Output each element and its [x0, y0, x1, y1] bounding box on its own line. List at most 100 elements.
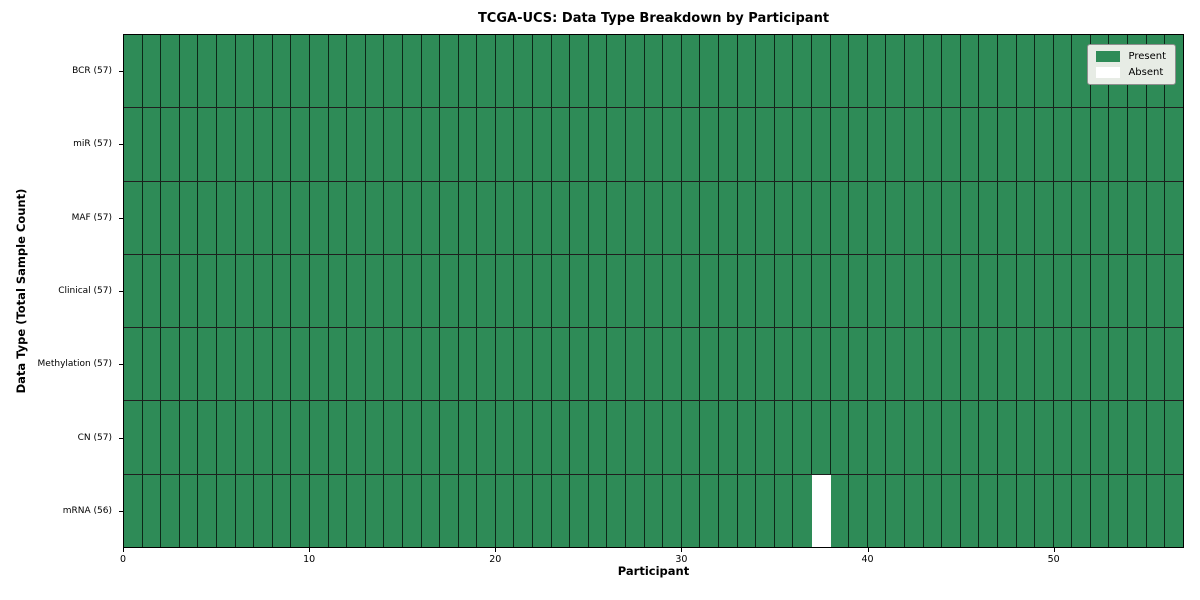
x-axis-ticks: 0 10 20 30 40 50: [120, 548, 1184, 574]
heatmap-cell: [793, 474, 812, 547]
heatmap-cell: [588, 474, 608, 547]
heatmap-row-Methylation: [124, 328, 1183, 402]
heatmap-cell: [1165, 474, 1183, 547]
heatmap-cell: [997, 328, 1017, 401]
heatmap-cell: [365, 108, 385, 181]
heatmap-cell: [216, 108, 236, 181]
heatmap-cell: [533, 401, 552, 474]
heatmap-cell: [570, 254, 589, 328]
heatmap-cell: [495, 181, 515, 254]
heatmap-cell: [458, 328, 478, 401]
heatmap-cell: [272, 328, 292, 401]
heatmap-cell: [142, 181, 162, 254]
heatmap-cell: [124, 474, 143, 547]
heatmap-cell: [514, 181, 534, 254]
heatmap-cell: [793, 401, 812, 474]
heatmap-cell: [402, 401, 422, 474]
heatmap-cell: [1053, 401, 1073, 474]
heatmap-cell: [849, 254, 868, 328]
heatmap-cell: [254, 474, 273, 547]
heatmap-cell: [700, 328, 719, 401]
y-tick-label: Clinical (57): [58, 286, 112, 296]
heatmap-cell: [681, 254, 701, 328]
heatmap-cell: [793, 181, 812, 254]
heatmap-cell: [1016, 401, 1036, 474]
heatmap-cell: [830, 108, 850, 181]
heatmap-cell: [737, 474, 757, 547]
heatmap-cell: [681, 328, 701, 401]
x-tick-label: 10: [303, 554, 316, 565]
heatmap-cell: [551, 108, 571, 181]
heatmap-cell: [216, 35, 236, 108]
heatmap-cell: [942, 328, 961, 401]
heatmap-cell: [960, 254, 980, 328]
y-tick-mark: [119, 70, 123, 72]
plot-area: Present Absent: [123, 34, 1184, 548]
heatmap-cell: [477, 35, 496, 108]
heatmap-cell: [923, 401, 943, 474]
heatmap-cell: [626, 35, 645, 108]
heatmap-cell: [142, 474, 162, 547]
heatmap-cell: [1146, 108, 1166, 181]
heatmap-cell: [904, 35, 924, 108]
heatmap-cell: [272, 254, 292, 328]
heatmap-cell: [1146, 474, 1166, 547]
heatmap-cell: [161, 108, 180, 181]
heatmap-cell: [1053, 108, 1073, 181]
heatmap-cell: [495, 328, 515, 401]
heatmap-cell: [533, 181, 552, 254]
heatmap-cell: [440, 474, 459, 547]
heatmap-cell: [1090, 474, 1110, 547]
heatmap-cell: [254, 108, 273, 181]
heatmap-cell: [570, 35, 589, 108]
heatmap-cell: [384, 328, 403, 401]
heatmap-cell: [960, 108, 980, 181]
heatmap-cell: [514, 474, 534, 547]
heatmap-cell: [1053, 474, 1073, 547]
heatmap-cell: [886, 254, 905, 328]
heatmap-cell: [663, 474, 682, 547]
heatmap-cell: [979, 328, 998, 401]
heatmap-cell: [644, 254, 664, 328]
x-tick-label: 20: [489, 554, 502, 565]
heatmap-cell: [1109, 474, 1129, 547]
heatmap-cell: [644, 181, 664, 254]
heatmap-cell: [719, 328, 738, 401]
heatmap-cell: [142, 254, 162, 328]
heatmap-cell: [291, 474, 310, 547]
heatmap-cell: [1016, 328, 1036, 401]
heatmap-cell: [347, 108, 366, 181]
heatmap-cell: [235, 35, 255, 108]
heatmap-cell: [421, 401, 441, 474]
heatmap-cell: [1072, 108, 1091, 181]
x-tick-mark: [123, 548, 124, 552]
heatmap-cell: [124, 35, 143, 108]
heatmap-cell: [216, 181, 236, 254]
heatmap-cell: [551, 328, 571, 401]
heatmap-cell: [793, 108, 812, 181]
heatmap-cell: [384, 35, 403, 108]
heatmap-cell: [514, 35, 534, 108]
y-tick-mark: [119, 144, 123, 146]
heatmap-cell: [1128, 181, 1147, 254]
heatmap-cell: [867, 108, 887, 181]
heatmap-cell: [626, 108, 645, 181]
heatmap-cell: [942, 108, 961, 181]
heatmap-cell: [124, 181, 143, 254]
heatmap-cell: [384, 474, 403, 547]
heatmap-cell: [830, 328, 850, 401]
heatmap-cell: [793, 35, 812, 108]
heatmap-cell-absent: [811, 474, 831, 547]
heatmap-cell: [1165, 181, 1183, 254]
heatmap-cell: [533, 254, 552, 328]
x-tick-mark: [867, 548, 869, 552]
heatmap-cell: [626, 474, 645, 547]
heatmap-cell: [681, 181, 701, 254]
heatmap-cell: [830, 181, 850, 254]
y-tick-mark: [119, 364, 123, 366]
heatmap-cell: [979, 108, 998, 181]
heatmap-cell: [607, 474, 627, 547]
heatmap-cell: [1090, 108, 1110, 181]
heatmap-cell: [1146, 254, 1166, 328]
